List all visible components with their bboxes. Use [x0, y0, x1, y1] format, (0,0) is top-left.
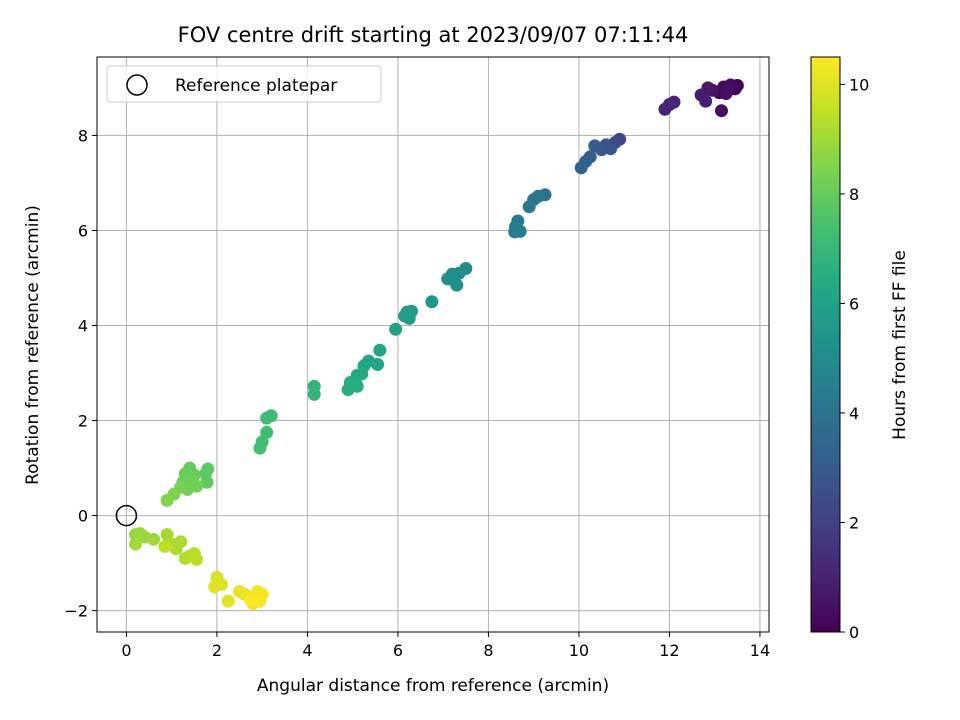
- data-point: [714, 104, 728, 118]
- colorbar-tick-label: 10: [849, 75, 869, 94]
- colorbar-ticks: 0 2 4 6 8 10: [840, 75, 869, 642]
- data-point: [158, 539, 172, 553]
- x-tick-label: 10: [569, 641, 589, 660]
- colorbar-tick-label: 0: [849, 623, 859, 642]
- legend-entry: Reference platepar: [175, 76, 337, 96]
- colorbar-tick-label: 2: [849, 513, 859, 532]
- y-tick-label: 8: [78, 126, 88, 145]
- data-point: [574, 161, 588, 175]
- data-point: [190, 552, 204, 566]
- data-point: [373, 343, 387, 357]
- y-tick-label: −2: [64, 602, 88, 621]
- x-tick-label: 2: [212, 641, 222, 660]
- y-tick-label: 4: [78, 316, 88, 335]
- data-point: [389, 322, 403, 336]
- data-point: [169, 542, 183, 556]
- x-tick-label: 6: [393, 641, 403, 660]
- data-point: [522, 200, 536, 214]
- reference-platepar-marker: [115, 504, 138, 527]
- colorbar-tick-label: 6: [849, 294, 859, 313]
- y-axis-ticks: −2 0 2 4 6 8: [64, 126, 97, 621]
- data-point: [588, 139, 602, 153]
- scatter-points: [128, 78, 744, 610]
- data-point: [244, 593, 258, 607]
- colorbar-label: Hours from first FF file: [890, 250, 910, 440]
- y-axis-label: Rotation from reference (arcmin): [23, 205, 43, 485]
- data-point: [450, 278, 464, 292]
- colorbar-tick-label: 8: [849, 185, 859, 204]
- data-point: [398, 309, 412, 323]
- chart-title: FOV centre drift starting at 2023/09/07 …: [178, 23, 689, 47]
- colorbar-tick-label: 4: [849, 404, 859, 423]
- y-tick-label: 2: [78, 412, 88, 431]
- data-point: [208, 580, 222, 594]
- x-tick-label: 4: [302, 641, 312, 660]
- colorbar-gradient: [810, 56, 841, 633]
- data-point: [508, 225, 522, 239]
- x-tick-label: 0: [121, 641, 131, 660]
- data-point: [221, 594, 235, 608]
- data-point: [604, 142, 618, 156]
- data-point: [699, 94, 713, 108]
- data-point: [160, 493, 174, 507]
- legend-box: [106, 65, 382, 103]
- y-tick-label: 6: [78, 221, 88, 240]
- x-axis-ticks: 0 2 4 6 8 10 12 14: [121, 632, 770, 660]
- data-point: [658, 102, 672, 116]
- legend: Reference platepar: [106, 65, 382, 103]
- data-point: [425, 295, 439, 309]
- y-tick-label: 0: [78, 507, 88, 526]
- data-point: [721, 82, 735, 96]
- data-point: [147, 532, 161, 546]
- colorbar: 0 2 4 6 8 10 Hours from first FF file: [810, 56, 910, 642]
- x-tick-label: 12: [659, 641, 679, 660]
- data-point: [260, 411, 274, 425]
- data-point: [667, 95, 681, 109]
- data-point: [341, 383, 355, 397]
- data-point: [200, 475, 214, 489]
- x-tick-label: 14: [750, 641, 770, 660]
- legend-marker: [126, 74, 148, 96]
- grid-lines: [97, 57, 769, 632]
- data-point: [307, 387, 321, 401]
- plot-frame: [96, 56, 770, 633]
- x-tick-label: 8: [483, 641, 493, 660]
- x-axis-label: Angular distance from reference (arcmin): [257, 676, 609, 696]
- data-point: [128, 537, 142, 551]
- data-point: [253, 441, 267, 455]
